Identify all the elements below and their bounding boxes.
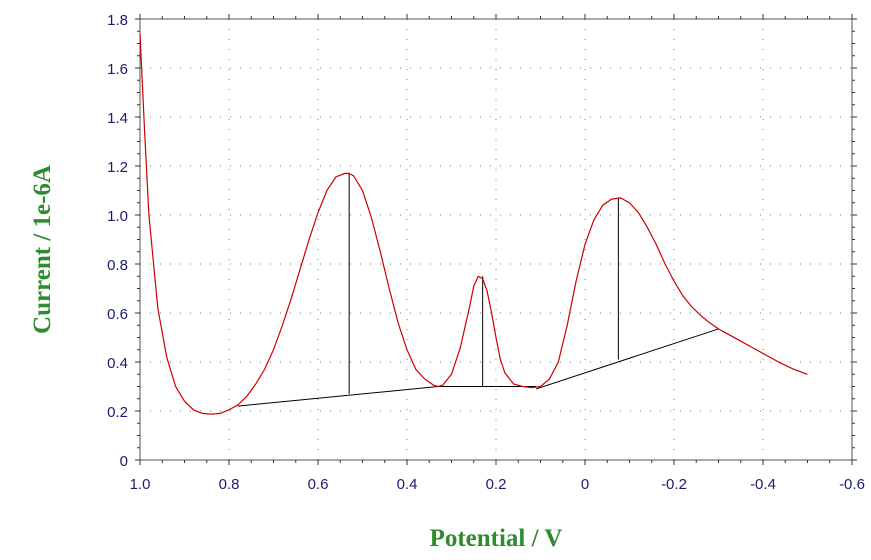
x-tick-label: 0 <box>581 476 589 493</box>
y-tick-label: 1.0 <box>107 208 128 225</box>
y-tick-labels: 0 0.2 0.4 0.6 0.8 1.0 1.2 1.4 1.6 1.8 <box>107 12 128 470</box>
x-tick-labels: 1.0 0.8 0.6 0.4 0.2 0 -0.2 -0.4 -0.6 <box>130 476 865 493</box>
x-tick-label: 0.4 <box>397 476 418 493</box>
y-tick-label: 0 <box>120 453 128 470</box>
y-axis-label: Current / 1e-6A <box>29 165 56 334</box>
x-tick-label: 0.6 <box>308 476 329 493</box>
x-tick-label: 0.2 <box>486 476 507 493</box>
peak-markers <box>348 173 619 394</box>
y-tick-label: 1.4 <box>107 110 128 127</box>
x-tick-label: -0.6 <box>839 476 865 493</box>
y-tick-label: 1.6 <box>107 61 128 78</box>
y-tick-label: 0.4 <box>107 355 128 372</box>
y-tick-label: 1.2 <box>107 159 128 176</box>
baseline-segment <box>237 386 439 407</box>
y-tick-label: 0.2 <box>107 404 128 421</box>
x-tick-label: -0.2 <box>661 476 687 493</box>
y-tick-label: 0.8 <box>107 257 128 274</box>
axis-ticks <box>135 14 857 465</box>
y-tick-label: 1.8 <box>107 12 128 29</box>
x-tick-label: 1.0 <box>130 476 151 493</box>
plot-grid <box>140 19 852 460</box>
y-tick-label: 0.6 <box>107 306 128 323</box>
x-tick-label: -0.4 <box>750 476 776 493</box>
x-tick-label: 0.8 <box>219 476 240 493</box>
series-line <box>139 33 808 415</box>
x-axis-label: Potential / V <box>430 525 563 552</box>
baseline-segment <box>535 328 719 390</box>
peak-baselines <box>237 328 719 407</box>
